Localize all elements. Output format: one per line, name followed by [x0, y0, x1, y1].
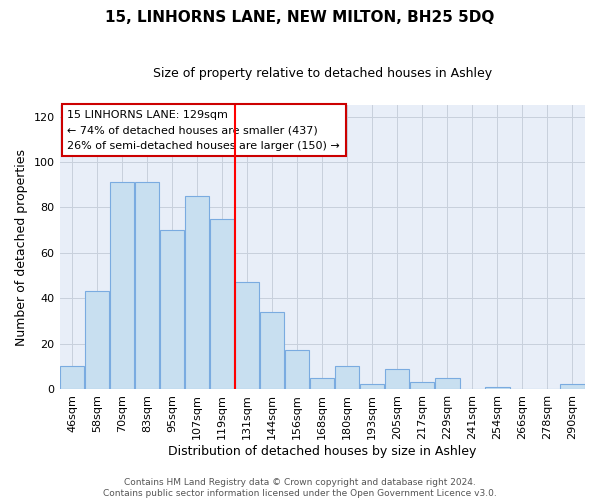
Bar	[185, 196, 209, 389]
Y-axis label: Number of detached properties: Number of detached properties	[15, 148, 28, 346]
X-axis label: Distribution of detached houses by size in Ashley: Distribution of detached houses by size …	[168, 444, 476, 458]
Bar	[385, 368, 409, 389]
Bar	[310, 378, 334, 389]
Bar	[360, 384, 385, 389]
Text: 15 LINHORNS LANE: 129sqm
← 74% of detached houses are smaller (437)
26% of semi-: 15 LINHORNS LANE: 129sqm ← 74% of detach…	[67, 110, 340, 150]
Bar	[235, 282, 259, 389]
Bar	[260, 312, 284, 389]
Bar	[560, 384, 584, 389]
Bar	[210, 219, 235, 389]
Bar	[335, 366, 359, 389]
Bar	[160, 230, 184, 389]
Bar	[85, 292, 109, 389]
Bar	[435, 378, 460, 389]
Bar	[60, 366, 84, 389]
Bar	[485, 386, 509, 389]
Text: 15, LINHORNS LANE, NEW MILTON, BH25 5DQ: 15, LINHORNS LANE, NEW MILTON, BH25 5DQ	[106, 10, 494, 25]
Bar	[135, 182, 159, 389]
Bar	[110, 182, 134, 389]
Bar	[410, 382, 434, 389]
Title: Size of property relative to detached houses in Ashley: Size of property relative to detached ho…	[153, 68, 492, 80]
Bar	[285, 350, 310, 389]
Text: Contains HM Land Registry data © Crown copyright and database right 2024.
Contai: Contains HM Land Registry data © Crown c…	[103, 478, 497, 498]
